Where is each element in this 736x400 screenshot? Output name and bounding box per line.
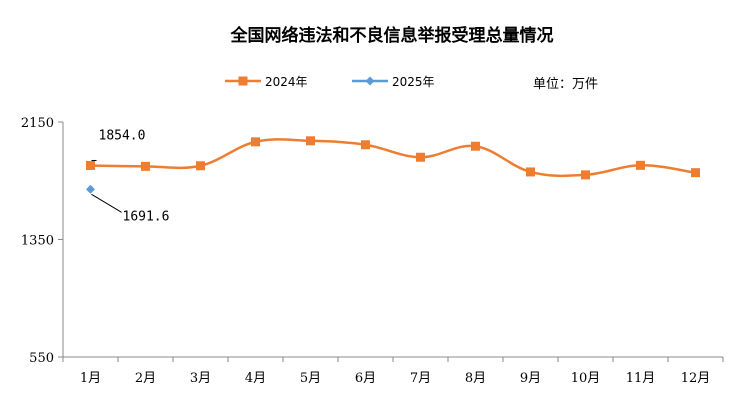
x-tick-label: 5月: [300, 371, 321, 386]
unit-label: 单位：万件: [533, 77, 598, 92]
data-point: [196, 161, 205, 171]
legend-2024-marker: [238, 76, 248, 86]
legend-2025-marker: [365, 76, 375, 86]
x-tick-label: 10月: [571, 371, 601, 386]
data-point: [691, 168, 700, 178]
x-tick-label: 11月: [626, 371, 656, 386]
legend-2025-label: 2025年: [392, 75, 435, 89]
x-tick-label: 12月: [681, 371, 711, 386]
x-tick-label: 8月: [465, 371, 486, 386]
series-layer: [86, 136, 700, 194]
data-point: [141, 161, 150, 171]
chart-title: 全国网络违法和不良信息举报受理总量情况: [230, 25, 554, 46]
x-tick-label: 7月: [410, 371, 431, 386]
x-tick-label: 4月: [245, 371, 266, 386]
data-label: 1854.0: [99, 128, 146, 143]
y-tick-label: 1350: [21, 234, 54, 249]
data-point: [471, 141, 480, 151]
data-point: [86, 184, 95, 194]
x-tick-label: 1月: [80, 371, 101, 386]
x-tick-label: 6月: [355, 371, 376, 386]
data-label: 1691.6: [123, 209, 170, 224]
data-point: [416, 152, 425, 162]
y-tick-label: 550: [29, 351, 54, 366]
data-point: [86, 160, 95, 170]
x-tick-label: 3月: [190, 371, 211, 386]
data-point: [306, 136, 315, 146]
y-ticks: 2150 1350 550: [21, 116, 63, 366]
series-line-0: [90, 138, 696, 178]
annotation-leader: [91, 193, 122, 213]
legend-2024-label: 2024年: [265, 75, 308, 89]
annotations: 1854.0 1691.6: [91, 128, 170, 224]
x-ticks: 1月 2月 3月 4月 5月 6月 7月 8月 9月 10月 11月 12月: [62, 357, 724, 386]
data-point: [251, 137, 260, 147]
x-tick-label: 2月: [135, 371, 156, 386]
legend: 2024年 2025年: [225, 75, 435, 89]
data-point: [361, 140, 370, 150]
data-point: [526, 167, 535, 177]
data-point: [636, 160, 645, 170]
data-point: [581, 170, 590, 180]
y-tick-label: 2150: [21, 116, 54, 131]
x-tick-label: 9月: [520, 371, 541, 386]
